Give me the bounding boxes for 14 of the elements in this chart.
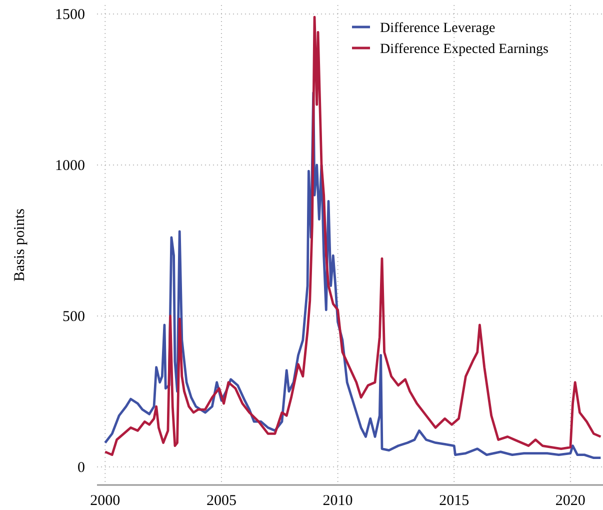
x-tick-label: 2015: [439, 493, 470, 509]
line-series: [104, 91, 602, 460]
y-tick-label: 1500: [55, 7, 85, 24]
x-tick-label: 2005: [206, 493, 236, 509]
legend-label: Difference Expected Earnings: [380, 42, 548, 57]
line-series: [104, 16, 602, 456]
legend-label: Difference Leverage: [380, 21, 496, 36]
y-axis-title: Basis points: [12, 208, 28, 282]
x-tick-label: 2000: [90, 493, 120, 509]
y-tick-label: 500: [62, 308, 85, 325]
x-tick-label: 2020: [555, 493, 586, 509]
x-tick-label: 2010: [322, 493, 353, 509]
y-tick-label: 0: [78, 460, 85, 476]
y-tick-label: 1000: [55, 158, 85, 174]
